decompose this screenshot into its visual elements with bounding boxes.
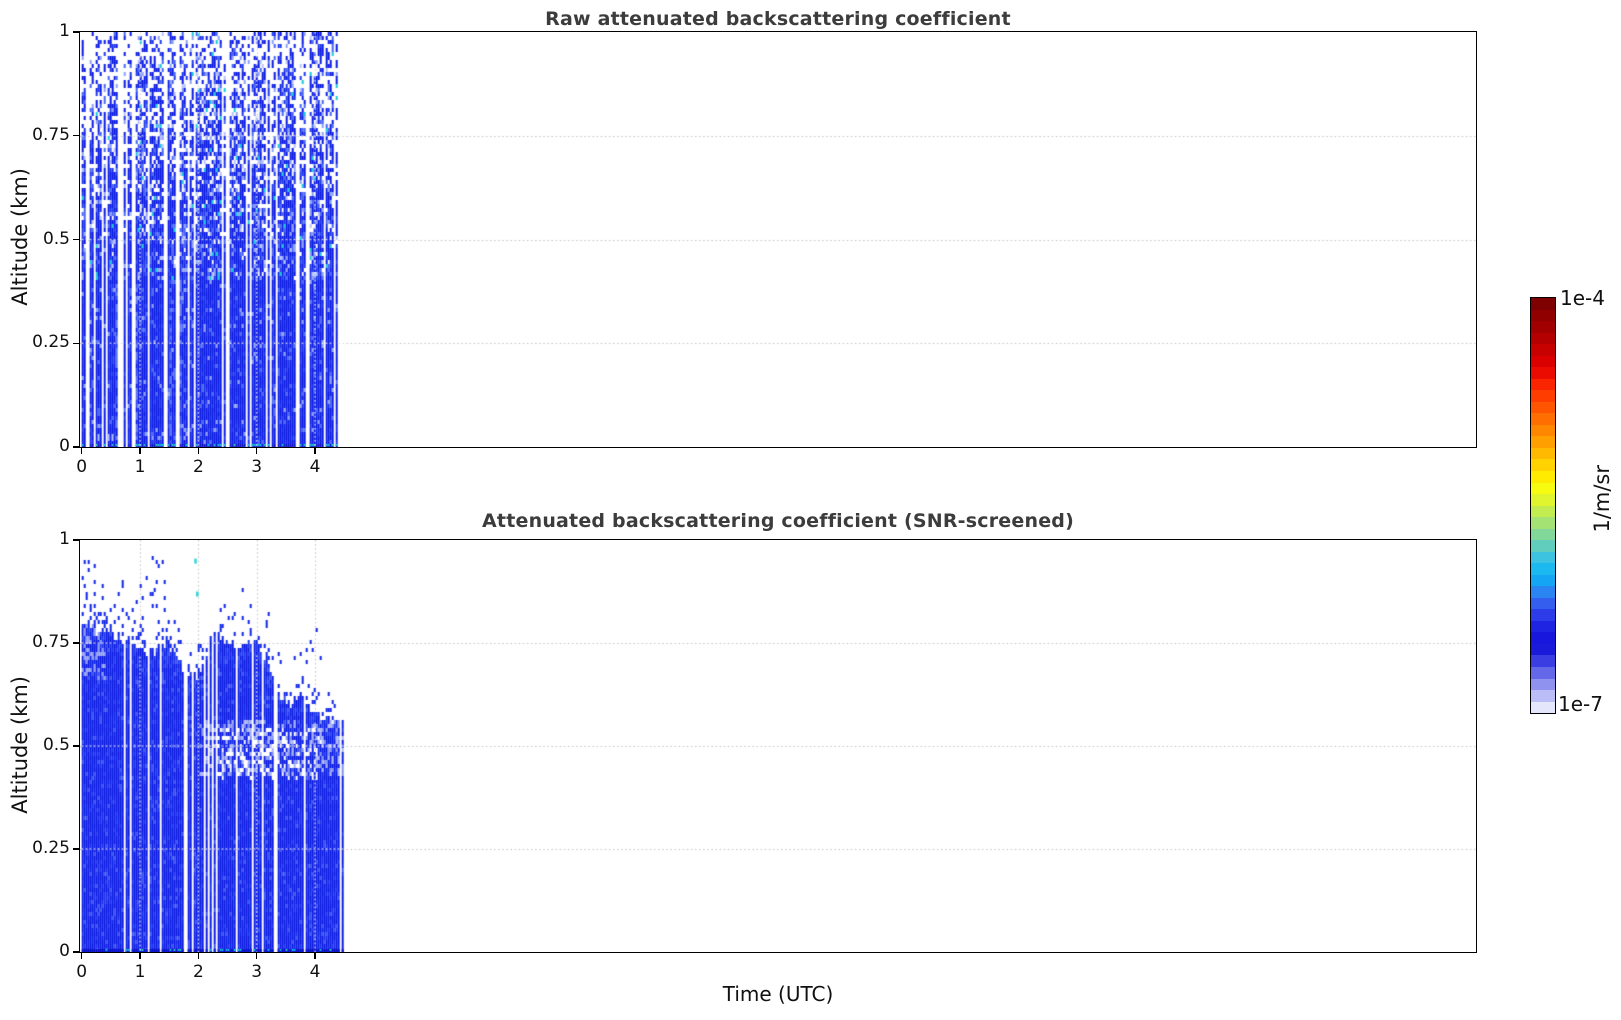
y-tick-mark <box>73 31 80 33</box>
colorbar-band <box>1531 378 1555 391</box>
y-tick-mark <box>73 342 80 344</box>
x-tick-label: 1 <box>134 457 146 477</box>
x-axis-label: Time (UTC) <box>722 982 834 1006</box>
y-tick-label: 0.5 <box>42 228 70 249</box>
x-tick-label: 4 <box>309 457 321 477</box>
x-tick-mark <box>255 447 258 454</box>
colorbar-band <box>1531 517 1555 529</box>
colorbar-band <box>1531 701 1555 714</box>
y-tick-label: 1 <box>59 21 70 41</box>
x-tick-label: 4 <box>309 962 321 982</box>
colorbar-band <box>1531 321 1555 333</box>
y-tick-mark <box>73 951 80 953</box>
panel1-title: Raw attenuated backscattering coefficien… <box>545 8 1011 30</box>
y-tick-mark <box>73 446 80 448</box>
x-tick-label: 3 <box>251 457 263 477</box>
y-tick-mark <box>73 642 80 644</box>
colorbar-band <box>1531 332 1555 345</box>
colorbar-band <box>1531 690 1555 702</box>
colorbar-band <box>1531 597 1555 610</box>
y-tick-label: 0.25 <box>32 332 70 353</box>
colorbar-band <box>1531 655 1555 667</box>
colorbar-band <box>1531 401 1555 414</box>
screened-heatmap-canvas <box>80 540 1476 952</box>
colorbar-band <box>1531 482 1555 495</box>
y-tick-mark <box>73 539 80 541</box>
y-tick-label: 0.25 <box>32 838 70 858</box>
colorbar-band <box>1531 678 1555 691</box>
colorbar-band <box>1531 367 1555 379</box>
colorbar-units-label: 1/m/sr <box>1590 465 1614 533</box>
y-tick-mark <box>73 238 80 241</box>
x-tick-label: 0 <box>76 457 88 477</box>
colorbar-band <box>1531 298 1555 310</box>
colorbar-band <box>1531 528 1555 541</box>
colorbar-band <box>1531 470 1555 483</box>
x-tick-mark <box>81 447 83 454</box>
x-tick-mark <box>314 447 316 454</box>
colorbar-band <box>1531 563 1555 575</box>
panel2-title: Attenuated backscattering coefficient (S… <box>482 510 1074 532</box>
colorbar-max-label: 1e-4 <box>1560 286 1605 310</box>
colorbar-band <box>1531 424 1555 437</box>
y-tick-mark <box>73 745 80 747</box>
y-tick-label: 0.75 <box>32 124 70 145</box>
colorbar-min-label: 1e-7 <box>1558 692 1603 716</box>
x-tick-mark <box>81 952 83 959</box>
x-tick-label: 2 <box>192 962 204 982</box>
colorbar-band <box>1531 494 1555 506</box>
colorbar-band <box>1531 643 1555 656</box>
y-tick-mark <box>73 848 80 850</box>
colorbar-band <box>1531 609 1555 621</box>
y-tick-label: 0.75 <box>32 632 70 652</box>
x-tick-mark <box>197 447 200 454</box>
colorbar-band <box>1531 447 1555 460</box>
colorbar-band <box>1531 540 1555 552</box>
x-tick-label: 1 <box>134 962 146 982</box>
colorbar-band <box>1531 390 1555 402</box>
x-tick-mark <box>139 447 141 454</box>
colorbar-band <box>1531 551 1555 564</box>
y-tick-label: 0 <box>59 941 70 961</box>
colorbar-band <box>1531 620 1555 633</box>
colorbar-band <box>1531 413 1555 425</box>
y-tick-mark <box>73 135 80 137</box>
colorbar-band <box>1531 436 1555 448</box>
x-tick-label: 0 <box>76 962 88 982</box>
x-tick-mark <box>197 952 200 959</box>
colorbar-band <box>1531 574 1555 587</box>
x-tick-mark <box>314 952 316 959</box>
x-tick-mark <box>139 952 141 959</box>
colorbar-band <box>1531 586 1555 598</box>
y-tick-label: 1 <box>59 529 70 549</box>
colorbar <box>1530 297 1556 714</box>
x-tick-label: 3 <box>251 962 263 982</box>
colorbar-band <box>1531 667 1555 679</box>
colorbar-band <box>1531 459 1555 471</box>
y-tick-label: 0 <box>59 436 70 456</box>
x-tick-mark <box>255 952 258 959</box>
raw-heatmap-canvas <box>80 32 1476 447</box>
colorbar-band <box>1531 505 1555 518</box>
x-tick-label: 2 <box>192 457 204 477</box>
colorbar-band <box>1531 355 1555 368</box>
colorbar-band <box>1531 632 1555 644</box>
y-tick-label: 0.5 <box>42 735 70 755</box>
colorbar-band <box>1531 344 1555 356</box>
colorbar-band <box>1531 309 1555 322</box>
